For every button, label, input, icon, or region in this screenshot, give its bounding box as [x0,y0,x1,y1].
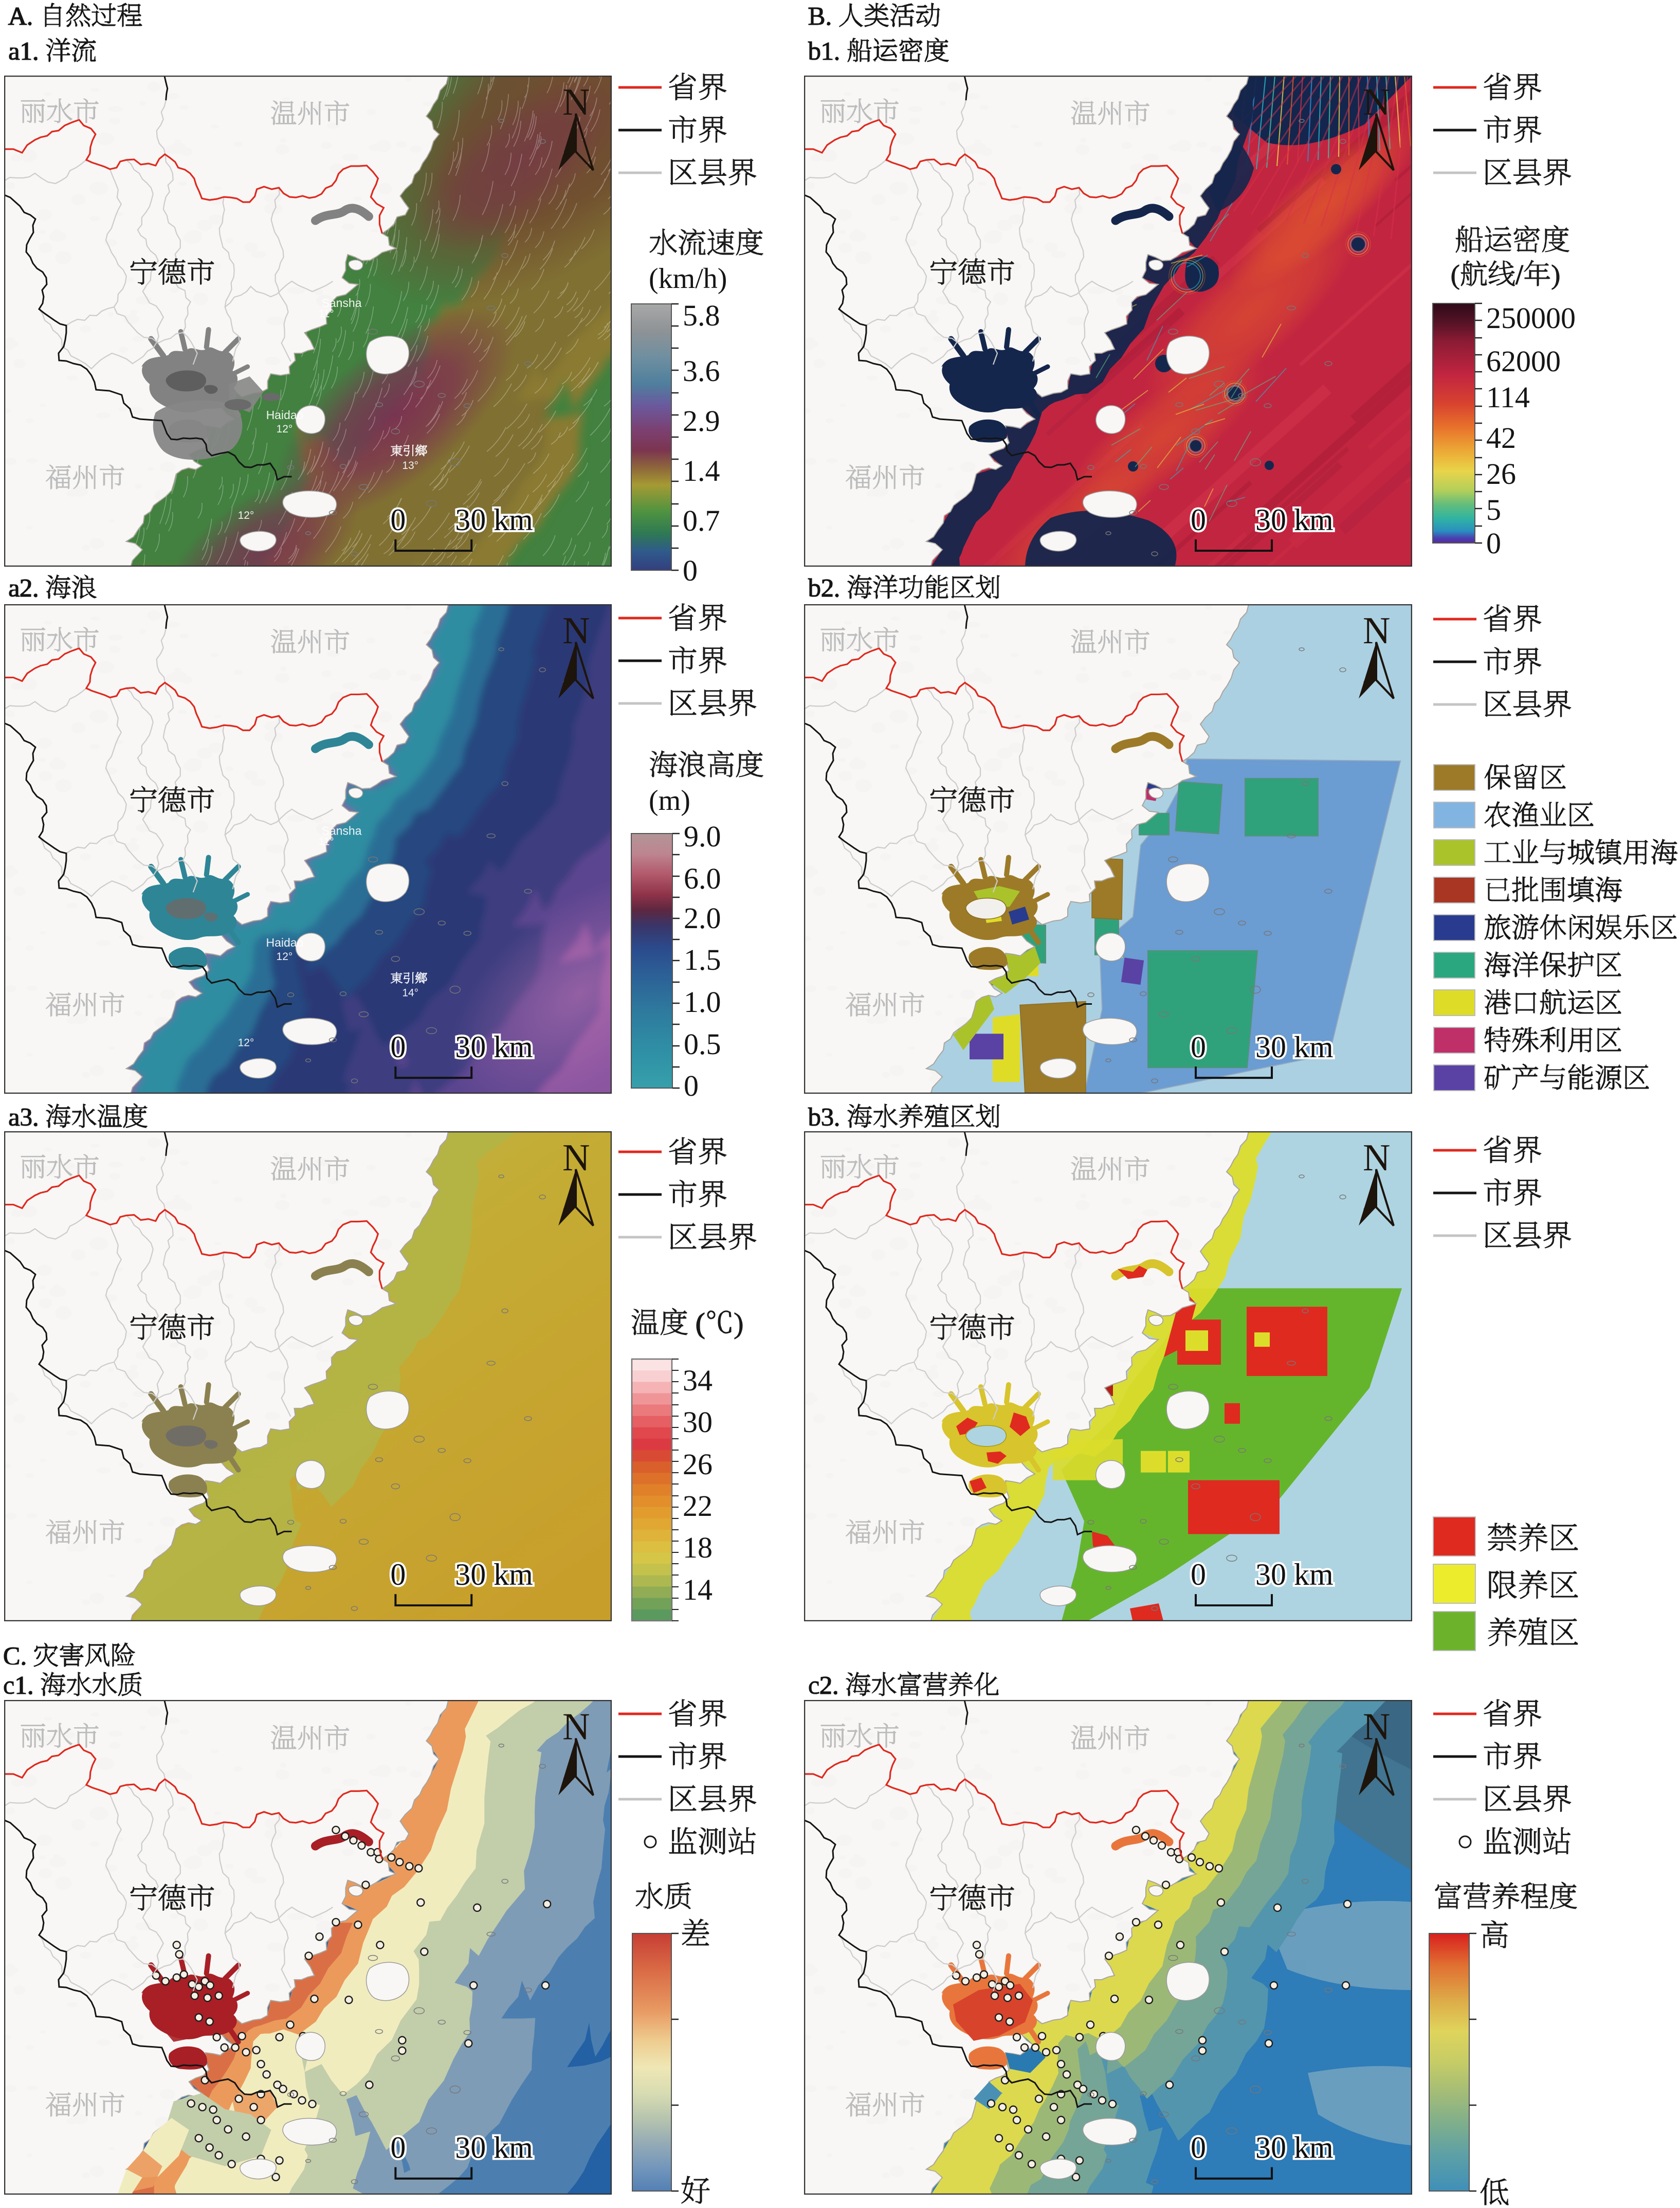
svg-text:0: 0 [1191,503,1206,537]
svg-text:Sansha: Sansha [321,824,361,838]
svg-text:1.0: 1.0 [684,985,721,1019]
svg-text:0.5: 0.5 [684,1027,721,1061]
svg-text:Sansha: Sansha [321,296,361,310]
svg-text:3.6: 3.6 [683,354,720,388]
svg-text:2.9: 2.9 [683,404,720,438]
svg-text:5: 5 [1486,493,1501,527]
svg-text:0: 0 [1486,527,1501,560]
svg-text:0: 0 [1191,2130,1206,2165]
svg-text:0.7: 0.7 [683,504,720,537]
svg-text:250000: 250000 [1486,301,1576,335]
svg-text:12°: 12° [238,510,254,521]
svg-text:26: 26 [1486,457,1516,491]
svg-text:30 km: 30 km [1255,503,1334,537]
svg-text:18: 18 [683,1531,713,1564]
svg-text:0: 0 [390,1558,406,1591]
svg-text:11°: 11° [318,308,334,320]
svg-text:14°: 14° [402,987,418,999]
svg-text:13°: 13° [402,460,418,472]
svg-text:34: 34 [683,1364,713,1397]
svg-text:0: 0 [1191,1030,1206,1064]
svg-text:62000: 62000 [1486,345,1561,378]
svg-text:0: 0 [390,1030,406,1064]
svg-text:22: 22 [683,1489,713,1523]
svg-text:12°: 12° [238,1037,254,1048]
svg-text:(km/h): (km/h) [649,263,727,295]
svg-text:30 km: 30 km [1255,1558,1334,1591]
svg-text:Haidao: Haidao [266,408,304,422]
svg-text:1.4: 1.4 [683,454,720,487]
svg-text:30 km: 30 km [455,503,533,537]
svg-text:1.5: 1.5 [684,943,721,976]
svg-text:Haidao: Haidao [266,936,304,949]
svg-text:12°: 12° [277,423,293,435]
svg-text:26: 26 [683,1447,713,1481]
svg-text:9.0: 9.0 [684,820,721,853]
svg-text:0: 0 [390,2130,406,2165]
svg-text:0: 0 [390,503,406,537]
svg-text:(m): (m) [649,785,690,817]
svg-text:12°: 12° [277,951,293,963]
svg-text:0: 0 [684,1069,699,1102]
svg-text:0: 0 [683,554,698,587]
svg-text:42: 42 [1486,421,1516,455]
svg-text:14: 14 [683,1573,713,1606]
svg-text:114: 114 [1486,381,1530,414]
svg-text:6.0: 6.0 [684,862,721,895]
svg-text:30 km: 30 km [455,1030,533,1064]
svg-text:30 km: 30 km [455,1558,533,1591]
svg-text:30 km: 30 km [1255,2130,1334,2165]
svg-text:0: 0 [1191,1558,1206,1591]
svg-text:30: 30 [683,1405,713,1439]
svg-text:11°: 11° [318,836,334,848]
svg-text:30 km: 30 km [455,2130,533,2165]
svg-text:2.0: 2.0 [684,901,721,935]
svg-text:30 km: 30 km [1255,1030,1334,1064]
svg-text:5.8: 5.8 [683,299,720,332]
